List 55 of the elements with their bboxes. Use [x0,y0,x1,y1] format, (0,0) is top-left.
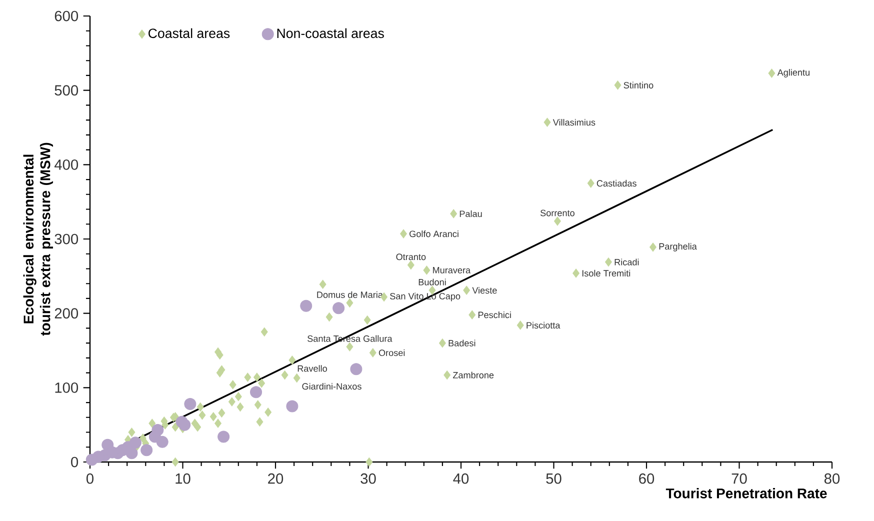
x-tick-label: 60 [639,473,654,484]
y-tick-label: 0 [71,456,78,468]
annotation: Badesi [448,340,476,346]
annotation: Isole Tremiti [582,270,630,277]
point [218,430,230,443]
y-tick-label: 400 [54,159,78,170]
point [176,416,188,428]
y-tick-label: 600 [54,10,78,22]
point [286,400,298,412]
y-tick-label: 500 [54,85,78,96]
point [350,363,362,376]
annotation: Ravello [298,365,327,372]
annotation: Zambrone [452,372,494,378]
x-axis-title: Tourist Penetration Rate [666,488,827,498]
annotation: Castiadas [596,180,636,187]
annotation: Palau [460,210,482,218]
point [86,454,98,466]
annotation: Ricadi [614,258,639,266]
annotation: Budoni [418,278,446,286]
point [156,436,168,448]
annotation: Otranto [396,254,426,260]
annotation: Villasimius [552,118,596,126]
point [140,444,153,456]
annotation: Stintino [624,82,654,88]
annotation: Aglientu [777,69,810,78]
legend-label: Coastal areas [148,28,230,38]
point [300,300,312,312]
annotation: Domus de Maria [317,291,383,298]
point [129,436,142,449]
point [126,447,138,460]
x-tick-label: 20 [268,473,284,484]
y-axis-title: Ecological environmental tourist extra pressure (MSW) [23,142,53,336]
y-tick-label: 100 [55,382,78,393]
annotation: Peschici [478,311,511,318]
x-tick-label: 80 [824,473,840,484]
point [332,302,345,314]
x-tick-label: 40 [453,473,469,484]
annotation: Sorrento [540,210,574,216]
annotation: Parghelia [659,242,697,252]
annotation: Pisciotta [526,322,560,329]
y-tick-label: 200 [54,308,78,319]
x-tick-label: 50 [546,473,562,484]
point [184,398,196,410]
x-tick-label: 10 [176,473,190,484]
annotation: Golfo Aranci [410,230,458,238]
x-tick-label: 0 [86,473,94,484]
legend-label: Non-coastal areas [277,28,384,38]
x-tick-label: 30 [360,473,376,484]
annotation: Giardini-Naxos [302,382,362,390]
point [250,386,262,398]
y-tick-label: 300 [54,234,78,244]
annotation: Vieste [472,286,497,294]
annotation: Orosei [378,349,405,356]
x-tick-label: 70 [732,473,747,484]
annotation: Muravera [433,267,471,274]
